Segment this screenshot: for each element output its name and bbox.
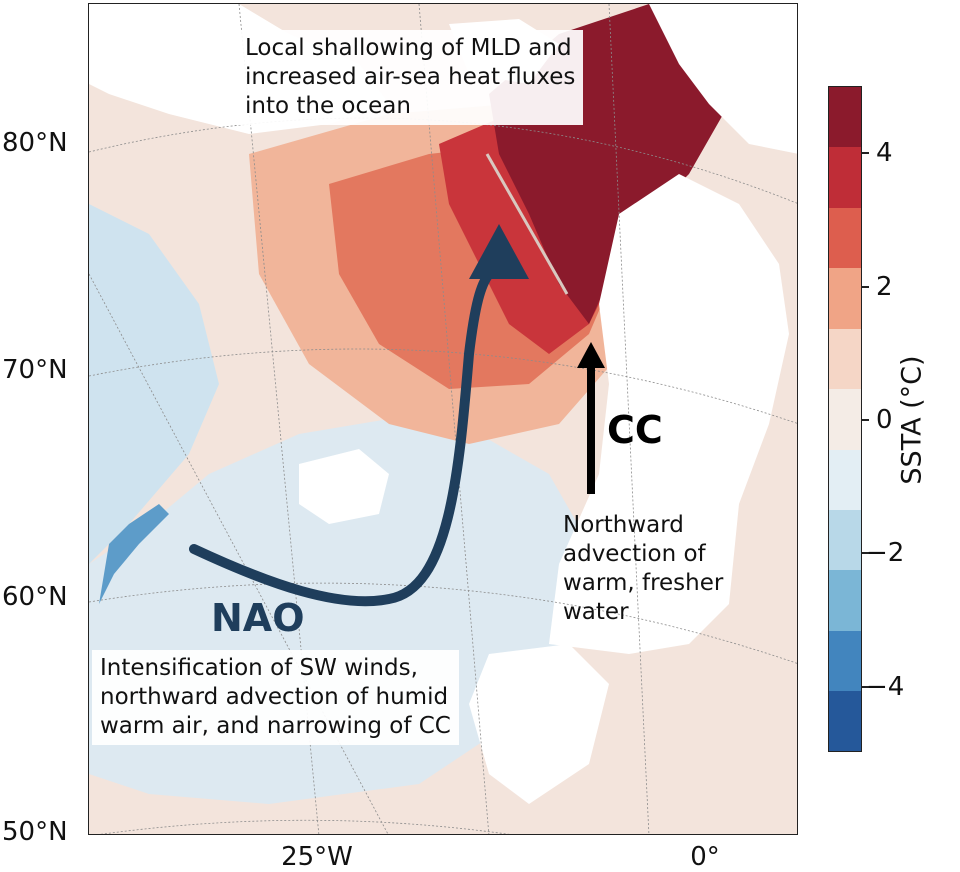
colorbar-tick-label-0: 0: [876, 405, 893, 435]
colorbar-segment: [829, 630, 861, 692]
lat-label-80n: 80°N: [2, 128, 68, 158]
cc-arrow-head: [577, 342, 605, 368]
annotation-right-line-1: Northward: [563, 512, 684, 538]
lon-label-0: 0°: [690, 842, 720, 872]
colorbar-tick-4: [862, 152, 869, 154]
land-mask-northern-europe: [649, 4, 797, 154]
nao-arrow-shaft: [189, 269, 494, 607]
colorbar-segment: [829, 509, 861, 571]
ssta-region-cool-west: [89, 204, 219, 564]
track-line: [485, 153, 569, 295]
land-mask-british-isles: [469, 644, 609, 804]
annotation-top: Local shallowing of MLD and increased ai…: [237, 30, 584, 125]
lon-label-25w: 25°W: [281, 842, 353, 872]
annotation-bottom-line-3: warm air, and narrowing of CC: [100, 713, 451, 739]
map-panel: Local shallowing of MLD and increased ai…: [88, 3, 798, 835]
annotation-bottom-line-2: northward advection of humid: [100, 684, 449, 710]
colorbar-segment: [829, 389, 861, 450]
colorbar-segment: [829, 147, 861, 208]
colorbar-tick-neg4: [862, 686, 869, 688]
colorbar-segment: [829, 691, 861, 751]
colorbar-segment: [829, 449, 861, 510]
annotation-right: Northward advection of warm, fresher wat…: [555, 507, 731, 631]
annotation-bottom: Intensification of SW winds, northward a…: [92, 650, 459, 745]
lat-label-70n: 70°N: [2, 355, 68, 385]
annotation-right-line-2: advection of: [563, 541, 706, 567]
annotation-right-line-3: warm, fresher: [563, 570, 724, 596]
annotation-top-line-2: increased air-sea heat fluxes: [245, 64, 576, 90]
colorbar-segment: [829, 87, 861, 148]
colorbar-segment: [829, 268, 861, 329]
colorbar-tick-0: [862, 419, 869, 421]
colorbar-segment: [829, 570, 861, 631]
nao-arrow-head: [469, 224, 529, 279]
annotation-bottom-line-1: Intensification of SW winds,: [100, 655, 418, 681]
colorbar-segment: [829, 207, 861, 269]
ssta-map: [89, 4, 797, 834]
colorbar-tick-neg2: [862, 552, 869, 554]
land-mask-iceland: [299, 449, 389, 524]
colorbar-segment: [829, 328, 861, 390]
annotation-top-line-1: Local shallowing of MLD and: [245, 35, 572, 61]
colorbar-title: SSTA (°C): [896, 355, 928, 485]
lat-label-50n: 50°N: [2, 817, 68, 847]
ssta-region-cold-coast: [99, 504, 169, 604]
colorbar-tick-2: [862, 286, 869, 288]
colorbar: [828, 86, 862, 752]
cc-label: CC: [607, 408, 663, 452]
colorbar-tick-label-2: 2: [876, 272, 893, 302]
annotation-top-line-3: into the ocean: [245, 93, 411, 119]
annotation-right-line-4: water: [563, 599, 629, 625]
nao-label: NAO: [211, 596, 305, 640]
land-mask-scandinavia: [549, 174, 789, 654]
colorbar-tick-label-neg2: −2: [866, 538, 905, 568]
lat-label-60n: 60°N: [2, 582, 68, 612]
colorbar-tick-label-neg4: −4: [866, 672, 905, 702]
colorbar-tick-label-4: 4: [876, 138, 893, 168]
